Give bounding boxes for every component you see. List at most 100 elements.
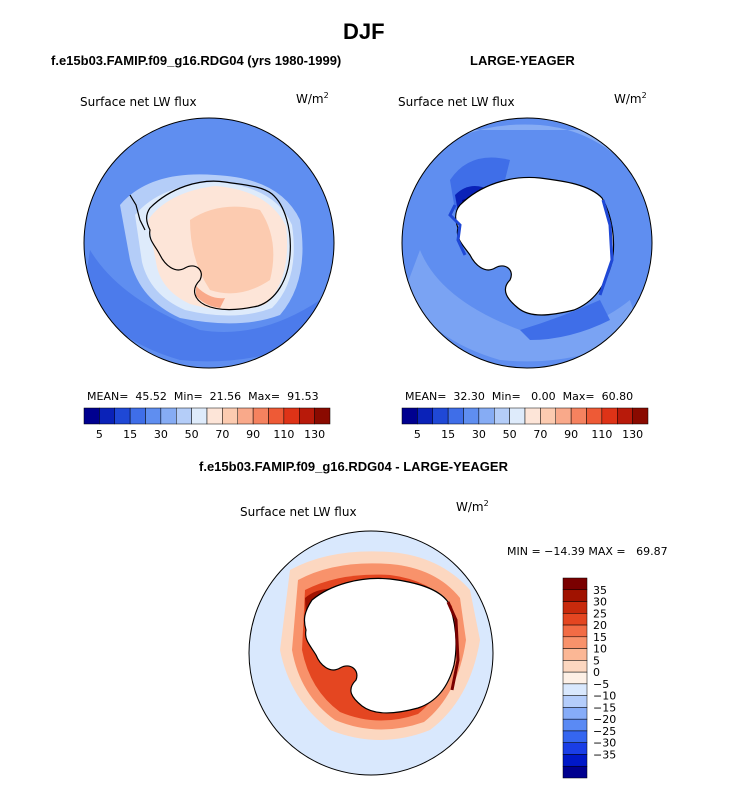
panel2-stats: MEAN= 32.30 Min= 0.00 Max= 60.80 bbox=[405, 390, 634, 403]
panel2-colorbar: 5 15 30 50 70 90 110 130 bbox=[401, 407, 649, 441]
panel2-colorbar-tick-label: 15 bbox=[441, 428, 455, 441]
panel1-field-label: Surface net LW flux bbox=[80, 95, 197, 109]
panel3-colorbar-swatch bbox=[562, 624, 588, 638]
panel3-colorbar-swatch bbox=[562, 742, 588, 755]
panel3-colorbar-tick-label: −25 bbox=[593, 725, 616, 738]
panel2-colorbar-tick-label: 130 bbox=[622, 428, 643, 441]
panel3-map bbox=[249, 531, 493, 775]
panel1-colorbar-swatch bbox=[99, 407, 115, 425]
panel1-colorbar-tick-label: 70 bbox=[215, 428, 229, 441]
panel1-units: W/m2 bbox=[296, 91, 329, 106]
panel3-colorbar-tick-label: −5 bbox=[593, 678, 609, 691]
panel3-case-label: f.e15b03.FAMIP.f09_g16.RDG04 - LARGE-YEA… bbox=[199, 459, 508, 474]
panel2-colorbar-tick-label: 5 bbox=[414, 428, 421, 441]
panel3-colorbar-swatch bbox=[562, 718, 588, 732]
panel1-colorbar-swatch bbox=[268, 407, 285, 425]
panel3-colorbar-swatch bbox=[562, 754, 588, 767]
panel1-colorbar-swatch bbox=[191, 407, 208, 425]
panel2-colorbar-swatch bbox=[463, 407, 480, 425]
panel1-colorbar-tick-label: 90 bbox=[246, 428, 260, 441]
panel1-colorbar-tick-label: 30 bbox=[154, 428, 168, 441]
panel2-colorbar-swatch bbox=[570, 407, 587, 425]
panel2-map bbox=[402, 118, 652, 368]
panel3-colorbar-tick-label: 35 bbox=[593, 584, 607, 597]
panel1-colorbar-swatch bbox=[252, 407, 269, 425]
panel2-colorbar-swatch bbox=[432, 407, 449, 425]
panel1-colorbar-tick-label: 15 bbox=[123, 428, 137, 441]
panel3-frame bbox=[248, 530, 494, 776]
panel1-colorbar-swatch bbox=[314, 407, 331, 425]
panel2-colorbar-swatch bbox=[586, 407, 603, 425]
panel1-colorbar-swatch bbox=[114, 407, 131, 425]
panel3-colorbar-swatch bbox=[562, 683, 588, 696]
panel2-colorbar-swatch bbox=[417, 407, 433, 425]
panel2-field-label: Surface net LW flux bbox=[398, 95, 515, 109]
panel3-colorbar-swatch bbox=[562, 589, 588, 602]
panel3-colorbar-tick-label: 25 bbox=[593, 607, 607, 620]
panel2-colorbar-swatch bbox=[555, 407, 572, 425]
panel3-colorbar-swatch bbox=[562, 577, 588, 591]
panel3-colorbar-tick-label: 5 bbox=[593, 654, 600, 667]
panel2-colorbar-swatch bbox=[478, 407, 495, 425]
panel2-frame bbox=[401, 117, 653, 369]
panel3-colorbar-tick-label: −30 bbox=[593, 737, 616, 750]
panel1-colorbar-tick-label: 50 bbox=[185, 428, 199, 441]
panel3-colorbar-tick-label: 30 bbox=[593, 596, 607, 609]
main-title: DJF bbox=[343, 19, 385, 44]
panel3-colorbar-swatch bbox=[562, 601, 588, 614]
panel3-colorbar-tick-label: 0 bbox=[593, 666, 600, 679]
panel1-colorbar-swatch bbox=[283, 407, 300, 425]
panel2-colorbar-swatch bbox=[632, 407, 649, 425]
panel3-colorbar-swatch bbox=[562, 636, 588, 649]
panel3-colorbar-tick-label: 10 bbox=[593, 643, 607, 656]
panel1-colorbar-tick-label: 5 bbox=[96, 428, 103, 441]
panel2-colorbar-tick-label: 110 bbox=[591, 428, 612, 441]
panel1-colorbar-swatch bbox=[160, 407, 177, 425]
panel2-units: W/m2 bbox=[614, 91, 647, 106]
panel1-colorbar-swatch bbox=[145, 407, 162, 425]
panel3-colorbar-swatch bbox=[562, 671, 588, 685]
panel3-colorbar-tick-label: −15 bbox=[593, 701, 616, 714]
panel2-colorbar-swatch bbox=[540, 407, 556, 425]
panel3-colorbar-tick-label: −35 bbox=[593, 748, 616, 761]
panel1-colorbar-swatch bbox=[222, 407, 238, 425]
panel2-colorbar-tick-label: 30 bbox=[472, 428, 486, 441]
panel3-colorbar-swatch bbox=[562, 613, 588, 626]
panel3-colorbar-tick-label: 15 bbox=[593, 631, 607, 644]
panel3-colorbar-tick-label: 20 bbox=[593, 619, 607, 632]
panel1-colorbar-swatch bbox=[237, 407, 254, 425]
panel3-colorbar-swatch bbox=[562, 765, 588, 779]
panel2-colorbar-swatch bbox=[509, 407, 526, 425]
panel3-colorbar-swatch bbox=[562, 695, 588, 708]
panel1-colorbar-swatch bbox=[129, 407, 146, 425]
panel1-colorbar-swatch bbox=[299, 407, 315, 425]
panel2-colorbar-swatch bbox=[524, 407, 541, 425]
panel1-map bbox=[84, 118, 334, 368]
panel3-colorbar-swatch bbox=[562, 707, 588, 720]
panel3-colorbar-swatch bbox=[562, 648, 588, 661]
panel3-colorbar-tick-label: −20 bbox=[593, 713, 616, 726]
panel2-colorbar-swatch bbox=[447, 407, 464, 425]
panel1-colorbar-tick-label: 110 bbox=[273, 428, 294, 441]
panel1-frame bbox=[83, 117, 335, 369]
panel3-colorbar-tick-label: −10 bbox=[593, 690, 616, 703]
panel1-colorbar-swatch bbox=[176, 407, 192, 425]
panel2-colorbar-tick-label: 50 bbox=[503, 428, 517, 441]
panel1-case-label: f.e15b03.FAMIP.f09_g16.RDG04 (yrs 1980-1… bbox=[51, 53, 342, 68]
panel2-colorbar-tick-label: 70 bbox=[533, 428, 547, 441]
panel2-colorbar-swatch bbox=[601, 407, 618, 425]
panel2-colorbar-swatch bbox=[401, 407, 418, 425]
panel3-minmax: MIN = −14.39 MAX = 69.87 bbox=[507, 545, 668, 558]
panel3-colorbar-swatch bbox=[562, 660, 588, 673]
panel3-units: W/m2 bbox=[456, 499, 489, 514]
panel1-colorbar-swatch bbox=[206, 407, 223, 425]
panel2-case-label: LARGE-YEAGER bbox=[470, 53, 575, 68]
panel1-stats: MEAN= 45.52 Min= 21.56 Max= 91.53 bbox=[87, 390, 319, 403]
panel1-colorbar-tick-label: 130 bbox=[304, 428, 325, 441]
panel2-colorbar-tick-label: 90 bbox=[564, 428, 578, 441]
panel1-colorbar-swatch bbox=[83, 407, 100, 425]
panel3-colorbar-swatch bbox=[562, 730, 588, 743]
panel3-field-label: Surface net LW flux bbox=[240, 505, 357, 519]
